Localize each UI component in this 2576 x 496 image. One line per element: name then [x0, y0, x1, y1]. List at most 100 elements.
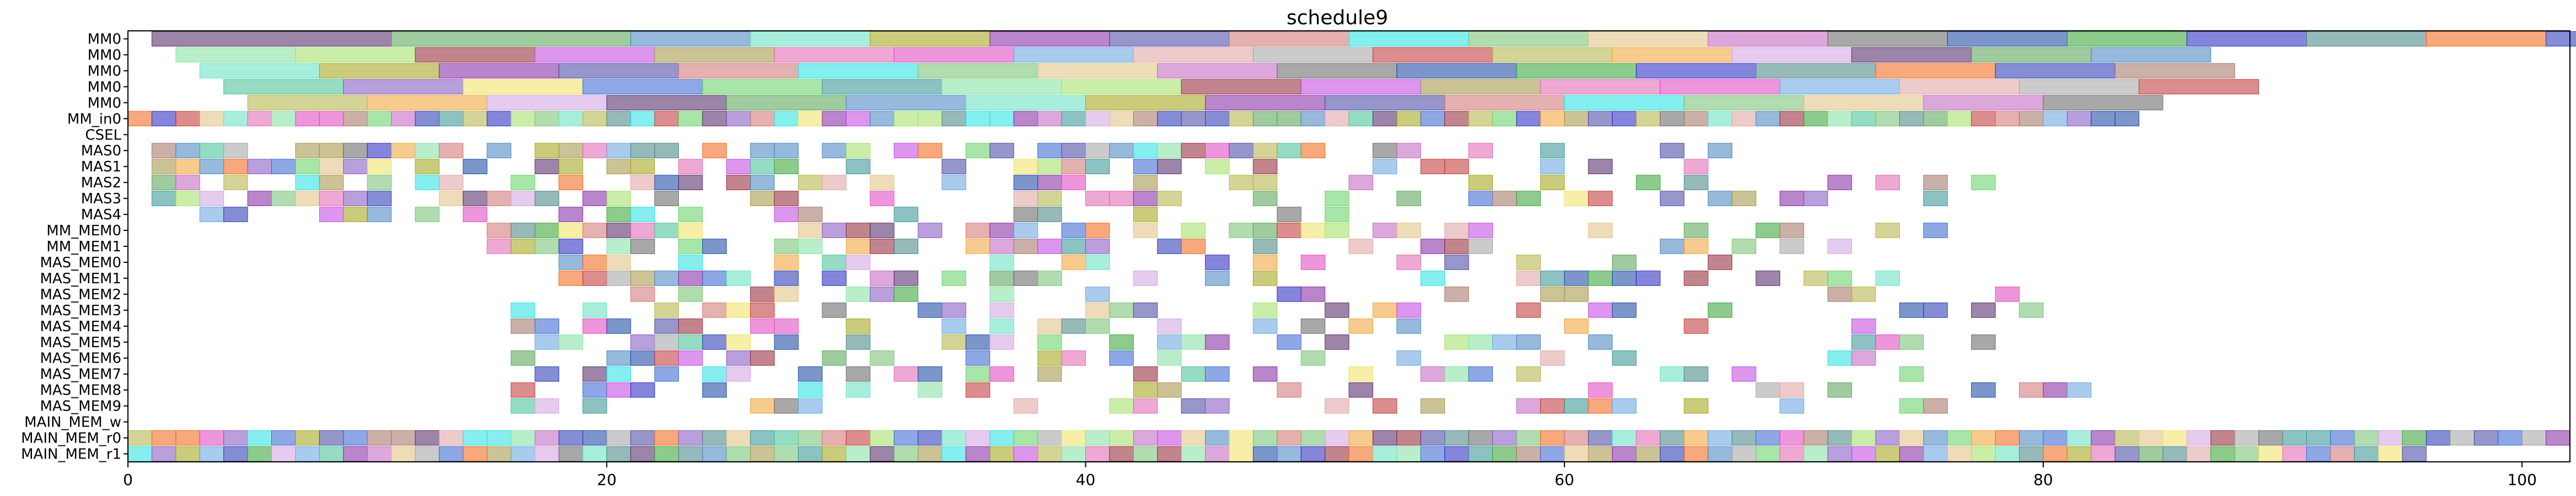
y-tick-label: MM_in0	[67, 111, 121, 127]
task-bar	[1133, 111, 1158, 127]
task-bar	[845, 239, 871, 254]
task-bar	[2139, 430, 2163, 446]
task-bar	[1827, 271, 1852, 286]
task-bar	[1085, 95, 1206, 111]
task-bar	[726, 446, 751, 462]
task-bar	[1037, 446, 1062, 462]
task-bar	[1061, 175, 1086, 190]
task-bar	[582, 303, 607, 318]
task-bar	[1157, 111, 1182, 127]
y-tick-label: MM0	[88, 63, 121, 79]
task-bar	[918, 430, 942, 446]
task-bar	[1468, 239, 1493, 254]
task-bar	[1252, 159, 1278, 175]
task-bar	[1564, 446, 1589, 462]
task-bar	[2402, 430, 2427, 446]
task-bar	[893, 271, 919, 286]
task-bar	[1707, 143, 1733, 159]
task-bar	[1061, 255, 1086, 270]
task-bar	[1827, 382, 1852, 398]
task-bar	[367, 143, 392, 159]
task-bar	[1540, 271, 1565, 286]
task-bar	[1707, 446, 1733, 462]
task-bar	[1732, 446, 1756, 462]
task-bar	[2066, 430, 2092, 446]
task-bar	[678, 63, 799, 79]
task-bar	[1779, 111, 1804, 127]
task-bar	[1732, 111, 1756, 127]
task-bar	[1875, 63, 1996, 79]
task-bar	[1013, 191, 1038, 206]
task-bar	[630, 111, 655, 127]
task-bar	[798, 446, 823, 462]
task-bar	[415, 207, 440, 222]
task-bar	[1277, 207, 1302, 222]
task-bar	[1468, 31, 1589, 47]
task-bar	[151, 430, 176, 446]
task-bar	[415, 446, 440, 462]
task-bar	[1325, 430, 1349, 446]
task-bar	[1013, 239, 1038, 254]
y-tick-label: MAS_MEM6	[40, 351, 121, 367]
task-bar	[2114, 63, 2235, 79]
task-bar	[1779, 191, 1804, 206]
task-bar	[1803, 446, 1828, 462]
task-bar	[199, 143, 224, 159]
task-bar	[1755, 63, 1876, 79]
task-bar	[1492, 111, 1517, 127]
task-bar	[295, 47, 416, 63]
task-bar	[1252, 255, 1278, 270]
task-bar	[415, 47, 535, 63]
task-bar	[1516, 111, 1541, 127]
task-bar	[630, 239, 655, 254]
task-bar	[678, 446, 703, 462]
task-bar	[1372, 398, 1397, 414]
task-bar	[1995, 111, 2020, 127]
task-bar	[343, 143, 368, 159]
task-bar	[247, 111, 272, 127]
task-bar	[1037, 207, 1062, 222]
task-bar	[606, 446, 631, 462]
task-bar	[1085, 223, 1110, 238]
task-bar	[1923, 111, 1948, 127]
task-bar	[223, 111, 248, 127]
task-bar	[774, 334, 799, 350]
task-bar	[2426, 31, 2547, 47]
task-bar	[678, 175, 703, 190]
task-bar	[678, 334, 703, 350]
task-bar	[1612, 446, 1637, 462]
task-bar	[1157, 430, 1182, 446]
task-bar	[1588, 159, 1613, 175]
task-bar	[1755, 382, 1780, 398]
task-bar	[1540, 430, 1565, 446]
task-bar	[1827, 350, 1852, 366]
task-bar	[1109, 398, 1134, 414]
task-bar	[1300, 223, 1326, 238]
task-bar	[798, 366, 823, 382]
task-bar	[1396, 303, 1421, 318]
task-bar	[1061, 318, 1086, 334]
task-bar	[1875, 334, 1900, 350]
task-bar	[415, 430, 440, 446]
task-bar	[750, 430, 775, 446]
task-bar	[1157, 159, 1182, 175]
task-bar	[2019, 303, 2044, 318]
task-bar	[582, 191, 607, 206]
task-bar	[1516, 430, 1541, 446]
task-bar	[989, 303, 1014, 318]
task-bar	[1085, 255, 1110, 270]
task-bar	[630, 287, 655, 302]
task-bar	[1420, 366, 1445, 382]
task-bar	[870, 191, 895, 206]
task-bar	[151, 191, 176, 206]
task-bar	[1779, 239, 1804, 254]
task-bar	[702, 446, 727, 462]
task-bar	[534, 191, 559, 206]
task-bar	[822, 111, 847, 127]
task-bar	[893, 207, 919, 222]
task-bar	[1492, 446, 1517, 462]
task-bar	[1636, 63, 1756, 79]
task-bar	[654, 446, 679, 462]
x-axis: 0 20 40 60 80 100	[123, 462, 2537, 489]
task-bar	[534, 398, 559, 414]
